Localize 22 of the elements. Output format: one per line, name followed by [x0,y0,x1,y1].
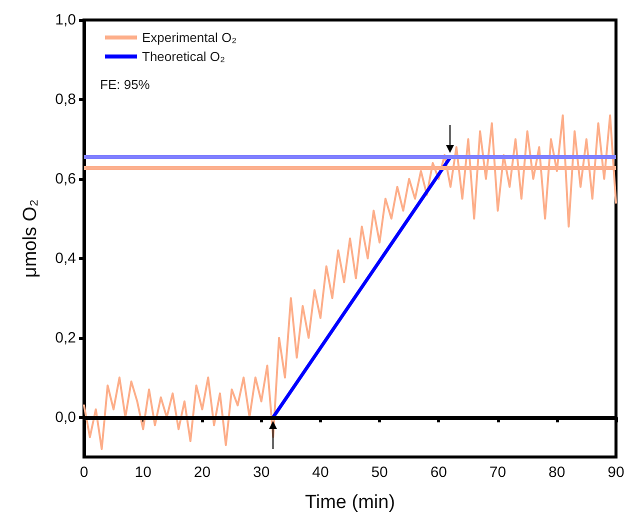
legend-label: Theoretical O₂ [142,49,226,64]
x-tick-label: 30 [252,464,270,481]
y-tick-label: 0,0 [55,408,76,426]
line-series [83,114,617,450]
x-tick-label: 60 [430,464,448,481]
y-tick-label: 0,6 [55,170,76,188]
annotation: FE: 95% [100,77,150,92]
y-tick-label: 1,0 [55,12,76,28]
y-tick-label: 0,8 [55,90,76,108]
x-tick-label: 70 [489,464,506,481]
x-tick-label: 20 [194,464,211,481]
x-tick-label: 90 [608,464,624,481]
x-tick-label: 0 [80,464,88,481]
y-tick-label: 0,2 [55,329,76,346]
y-axis-title: μmols O₂ [20,199,41,278]
x-tick-label: 10 [134,464,152,481]
x-axis-title: Time (min) [304,492,396,513]
x-tick-label: 50 [371,464,388,481]
y-tick-label: 0,4 [55,250,76,267]
legend-label: Experimental O₂ [142,30,237,45]
x-tick-label: 40 [312,464,329,481]
x-tick-label: 80 [548,464,566,481]
